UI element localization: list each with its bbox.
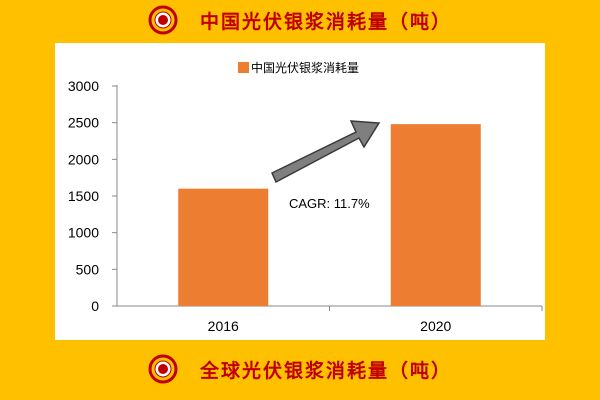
- legend-swatch: [238, 62, 249, 73]
- footer-title: 全球光伏银浆消耗量（吨）: [199, 359, 452, 382]
- target-circle-icon: [148, 5, 178, 35]
- header: 中国光伏银浆消耗量（吨）: [0, 2, 600, 38]
- y-tick-label: 1000: [68, 225, 99, 241]
- y-tick-label: 500: [76, 261, 100, 277]
- bar: [178, 188, 269, 306]
- header-title: 中国光伏银浆消耗量（吨）: [199, 10, 452, 33]
- x-tick-label: 2020: [420, 318, 451, 334]
- target-circle-icon: [148, 354, 178, 384]
- bar-chart: 中国光伏银浆消耗量 0 500 1000 1500 2000 2500 3000 2016 202…: [68, 60, 543, 334]
- bar: [390, 124, 481, 306]
- legend-label: 中国光伏银浆消耗量: [251, 60, 359, 75]
- y-tick-label: 1500: [68, 188, 99, 204]
- y-tick-label: 2500: [68, 115, 99, 131]
- y-tick-label: 0: [91, 298, 99, 314]
- chart-panel: 中国光伏银浆消耗量 0 500 1000 1500 2000 2500 3000 2016 202…: [55, 43, 545, 340]
- growth-arrow-icon: [271, 120, 381, 184]
- y-tick-label: 2000: [68, 151, 99, 167]
- x-tick-label: 2016: [208, 318, 239, 334]
- cagr-annotation: CAGR: 11.7%: [289, 196, 370, 211]
- footer: 全球光伏银浆消耗量（吨）: [0, 351, 600, 387]
- y-tick-label: 3000: [68, 78, 99, 94]
